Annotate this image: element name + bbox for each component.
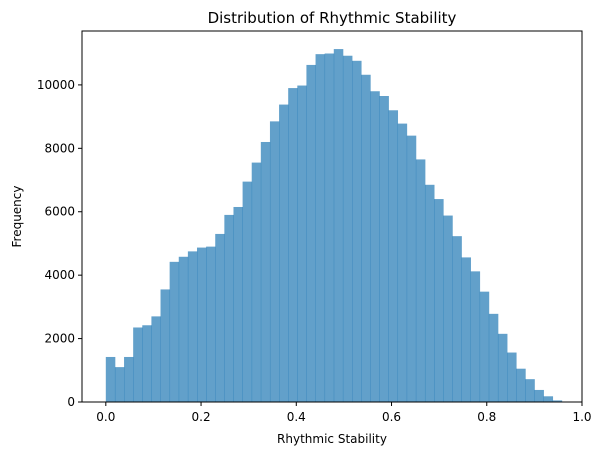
histogram-bar xyxy=(479,291,490,402)
histogram-bar xyxy=(306,64,316,402)
histogram-bar xyxy=(288,88,298,403)
histogram-bar xyxy=(151,316,161,402)
histogram-bar xyxy=(269,121,280,402)
histogram-bar xyxy=(178,256,189,402)
histogram-bar xyxy=(105,356,116,402)
histogram-bar xyxy=(406,135,417,402)
histogram-bar xyxy=(124,356,134,402)
x-tick-label: 0.0 xyxy=(96,410,115,424)
histogram-bar xyxy=(397,123,408,402)
histogram-bar xyxy=(461,257,471,402)
histogram-bar xyxy=(488,313,499,402)
histogram-bar xyxy=(415,159,426,402)
histogram-bar xyxy=(169,261,180,402)
histogram-bar xyxy=(224,214,234,402)
histogram-bar xyxy=(324,53,335,403)
y-tick-label: 10000 xyxy=(37,78,75,92)
bars-layer xyxy=(105,49,563,403)
histogram-bar xyxy=(160,289,171,402)
x-axis-ticks: 0.0 0.2 0.4 0.6 0.8 1.0 xyxy=(96,402,592,424)
histogram-bar xyxy=(352,60,362,403)
histogram-bar xyxy=(114,367,125,402)
histogram-bar xyxy=(543,396,554,402)
histogram-bar xyxy=(552,400,563,402)
histogram-bar xyxy=(516,368,526,402)
y-tick-label: 0 xyxy=(67,395,75,409)
histogram-bar xyxy=(315,54,326,403)
histogram-bar xyxy=(370,91,380,402)
histogram-bar xyxy=(279,104,289,403)
plot-frame xyxy=(81,30,583,403)
x-tick-label: 0.6 xyxy=(382,410,401,424)
histogram-bar xyxy=(388,110,399,403)
histogram-bar xyxy=(206,246,216,402)
histogram-bar xyxy=(525,379,535,402)
histogram-bar xyxy=(424,184,435,402)
histogram-bar xyxy=(233,206,243,402)
histogram-bar xyxy=(470,271,481,402)
histogram-bar xyxy=(142,325,152,402)
y-tick-label: 8000 xyxy=(44,141,75,155)
histogram-bar xyxy=(452,236,462,402)
histogram-bar xyxy=(242,181,253,402)
histogram-bar xyxy=(434,199,444,402)
histogram-bar xyxy=(534,389,544,402)
histogram-bar xyxy=(333,49,344,402)
histogram-bar xyxy=(187,251,198,402)
histogram-bar xyxy=(297,85,307,403)
y-axis-label: Frequency xyxy=(10,186,24,248)
y-axis-ticks: 0 2000 4000 6000 8000 10000 xyxy=(37,78,82,409)
histogram-bar xyxy=(251,162,262,402)
histogram-bar xyxy=(361,74,371,402)
histogram-bar xyxy=(379,96,389,402)
x-tick-label: 0.2 xyxy=(192,410,211,424)
y-tick-label: 6000 xyxy=(44,205,75,219)
histogram-bar xyxy=(133,327,143,402)
histogram-bar xyxy=(342,55,353,402)
x-tick-label: 0.4 xyxy=(287,410,306,424)
histogram-bar xyxy=(497,333,508,402)
histogram-bar xyxy=(197,247,207,402)
y-tick-label: 2000 xyxy=(44,332,75,346)
x-tick-label: 1.0 xyxy=(572,410,591,424)
x-tick-label: 0.8 xyxy=(477,410,496,424)
histogram-bar xyxy=(507,352,517,402)
x-axis-label: Rhythmic Stability xyxy=(277,432,387,446)
y-tick-label: 4000 xyxy=(44,268,75,282)
histogram-bar xyxy=(443,215,453,402)
chart-title: Distribution of Rhythmic Stability xyxy=(208,9,457,27)
histogram-bar xyxy=(215,233,225,402)
histogram-bar xyxy=(260,141,271,402)
